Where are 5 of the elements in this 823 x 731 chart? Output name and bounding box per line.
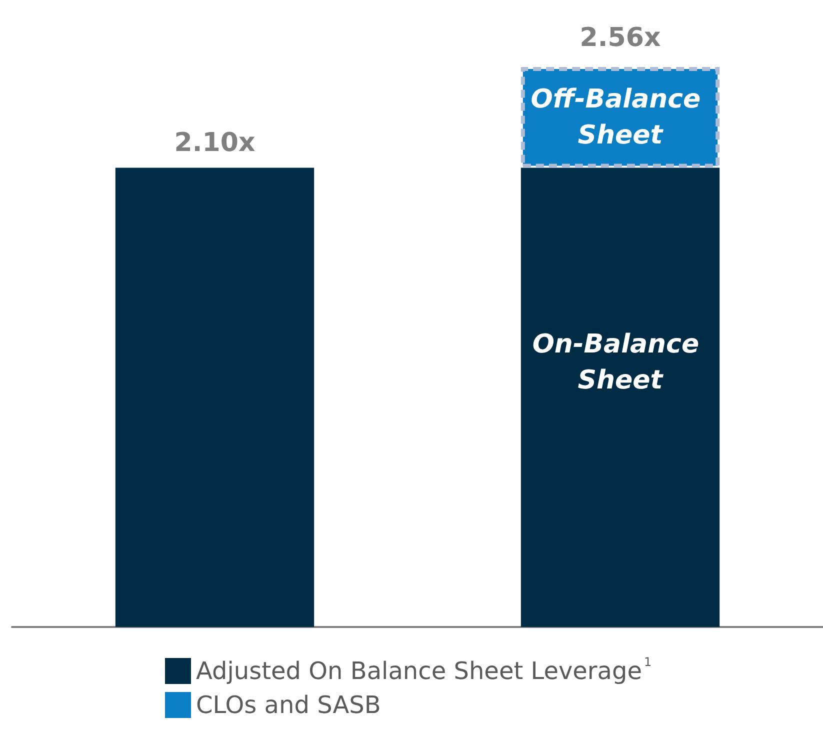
annotation: On-Balance Sheet xyxy=(532,329,708,396)
annotation: 2.10x xyxy=(174,128,256,158)
legend-label: CLOs and SASB xyxy=(196,691,381,719)
annotation: 2.56x xyxy=(580,23,661,53)
annotation: Off-Balance Sheet xyxy=(530,84,710,150)
